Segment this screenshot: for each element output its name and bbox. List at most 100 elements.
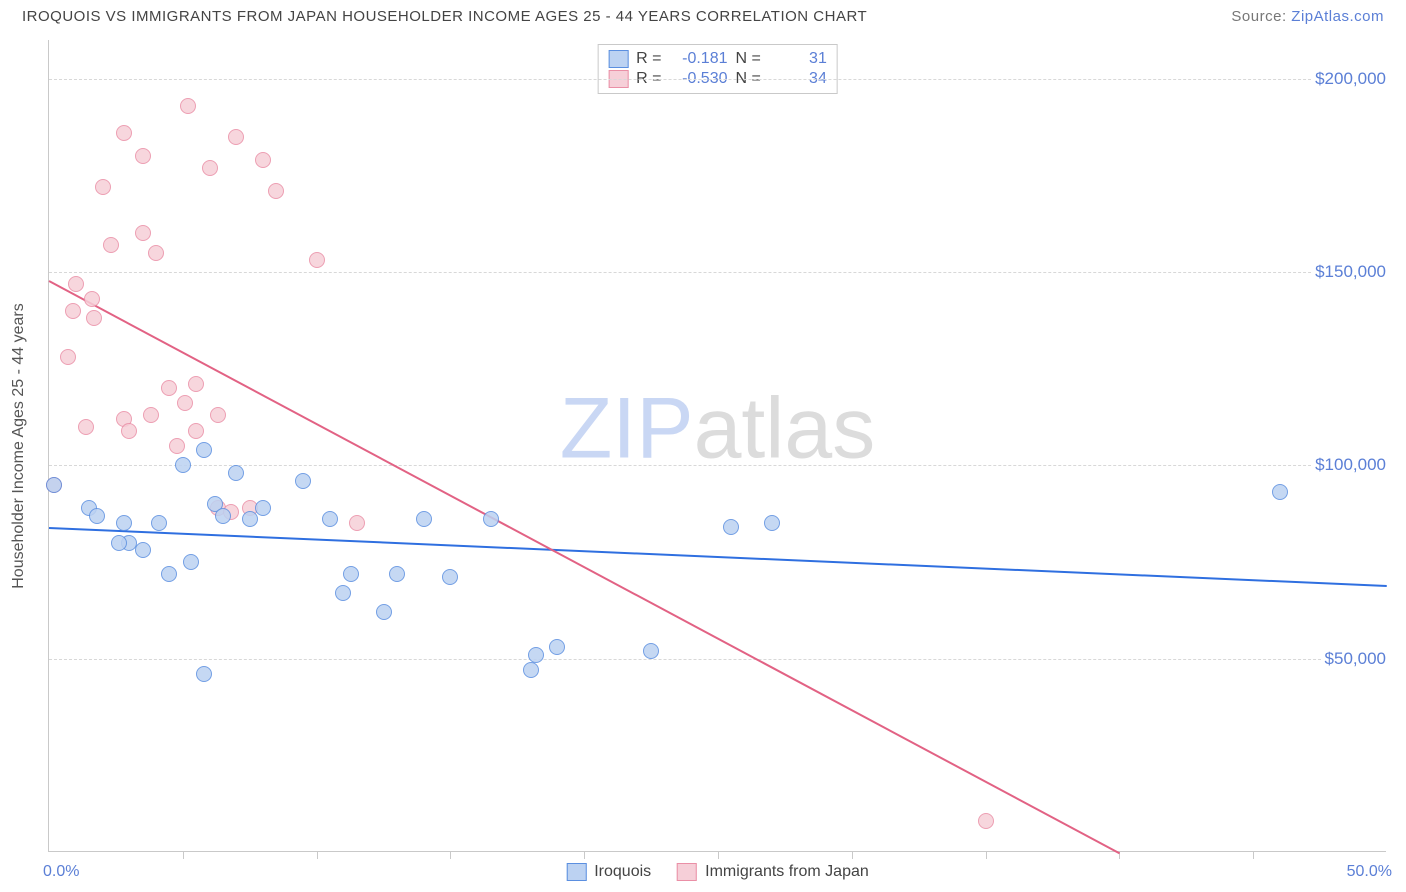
data-point xyxy=(349,515,365,531)
data-point xyxy=(523,662,539,678)
data-point xyxy=(188,423,204,439)
data-point xyxy=(46,477,62,493)
data-point xyxy=(215,508,231,524)
legend-label-japan: Immigrants from Japan xyxy=(705,863,869,881)
data-point xyxy=(196,442,212,458)
data-point xyxy=(228,129,244,145)
source: Source: ZipAtlas.com xyxy=(1231,8,1384,25)
y-axis-tick-label: $50,000 xyxy=(1321,649,1390,669)
data-point xyxy=(483,511,499,527)
y-axis-tick-label: $100,000 xyxy=(1311,455,1390,475)
watermark-atlas: atlas xyxy=(694,381,876,477)
data-point xyxy=(764,515,780,531)
x-axis-min-label: 0.0% xyxy=(43,863,79,881)
data-point xyxy=(309,252,325,268)
y-axis-tick-label: $150,000 xyxy=(1311,262,1390,282)
x-axis-tick xyxy=(986,851,987,859)
series-legend: Iroquois Immigrants from Japan xyxy=(566,863,869,881)
data-point xyxy=(549,639,565,655)
data-point xyxy=(723,519,739,535)
data-point xyxy=(322,511,338,527)
gridline xyxy=(49,79,1386,80)
data-point xyxy=(268,183,284,199)
data-point xyxy=(643,643,659,659)
data-point xyxy=(116,125,132,141)
data-point xyxy=(1272,484,1288,500)
legend-swatch-iroquois xyxy=(566,863,586,881)
x-axis-tick xyxy=(584,851,585,859)
x-axis-tick xyxy=(718,851,719,859)
x-axis-tick xyxy=(183,851,184,859)
data-point xyxy=(143,407,159,423)
chart-title: IROQUOIS VS IMMIGRANTS FROM JAPAN HOUSEH… xyxy=(22,8,867,25)
legend-item-japan: Immigrants from Japan xyxy=(677,863,869,881)
source-value: ZipAtlas.com xyxy=(1291,8,1384,25)
y-axis-tick-label: $200,000 xyxy=(1311,69,1390,89)
data-point xyxy=(111,535,127,551)
r-value-iroquois: -0.181 xyxy=(670,50,728,68)
legend-label-iroquois: Iroquois xyxy=(594,863,651,881)
data-point xyxy=(135,542,151,558)
n-value-iroquois: 31 xyxy=(769,50,827,68)
scatter-chart: ZIPatlas Householder Income Ages 25 - 44… xyxy=(48,40,1386,852)
watermark-zip: ZIP xyxy=(560,381,694,477)
data-point xyxy=(335,585,351,601)
data-point xyxy=(442,569,458,585)
title-bar: IROQUOIS VS IMMIGRANTS FROM JAPAN HOUSEH… xyxy=(0,0,1406,31)
data-point xyxy=(175,457,191,473)
watermark: ZIPatlas xyxy=(560,380,875,479)
data-point xyxy=(210,407,226,423)
data-point xyxy=(68,276,84,292)
trend-line xyxy=(49,527,1387,587)
data-point xyxy=(202,160,218,176)
data-point xyxy=(65,303,81,319)
data-point xyxy=(242,511,258,527)
data-point xyxy=(343,566,359,582)
gridline xyxy=(49,465,1386,466)
data-point xyxy=(169,438,185,454)
data-point xyxy=(161,566,177,582)
data-point xyxy=(84,291,100,307)
data-point xyxy=(121,423,137,439)
data-point xyxy=(60,349,76,365)
data-point xyxy=(78,419,94,435)
data-point xyxy=(196,666,212,682)
data-point xyxy=(95,179,111,195)
x-axis-tick xyxy=(450,851,451,859)
data-point xyxy=(228,465,244,481)
legend-swatch-japan xyxy=(677,863,697,881)
data-point xyxy=(177,395,193,411)
r-label: R = xyxy=(636,50,661,68)
data-point xyxy=(295,473,311,489)
legend-row-iroquois: R = -0.181 N = 31 xyxy=(608,49,827,69)
x-axis-tick xyxy=(317,851,318,859)
data-point xyxy=(86,310,102,326)
data-point xyxy=(161,380,177,396)
data-point xyxy=(116,515,132,531)
data-point xyxy=(103,237,119,253)
legend-item-iroquois: Iroquois xyxy=(566,863,651,881)
x-axis-tick xyxy=(1253,851,1254,859)
gridline xyxy=(49,272,1386,273)
y-axis-title: Householder Income Ages 25 - 44 years xyxy=(10,303,28,589)
legend-swatch-iroquois xyxy=(608,50,628,68)
data-point xyxy=(188,376,204,392)
data-point xyxy=(416,511,432,527)
data-point xyxy=(180,98,196,114)
data-point xyxy=(255,152,271,168)
data-point xyxy=(151,515,167,531)
data-point xyxy=(528,647,544,663)
n-label: N = xyxy=(736,50,761,68)
data-point xyxy=(148,245,164,261)
gridline xyxy=(49,659,1386,660)
data-point xyxy=(376,604,392,620)
x-axis-tick xyxy=(852,851,853,859)
source-label: Source: xyxy=(1231,8,1291,25)
x-axis-max-label: 50.0% xyxy=(1347,863,1392,881)
data-point xyxy=(135,225,151,241)
correlation-legend: R = -0.181 N = 31 R = -0.530 N = 34 xyxy=(597,44,838,94)
data-point xyxy=(183,554,199,570)
data-point xyxy=(135,148,151,164)
data-point xyxy=(978,813,994,829)
data-point xyxy=(255,500,271,516)
